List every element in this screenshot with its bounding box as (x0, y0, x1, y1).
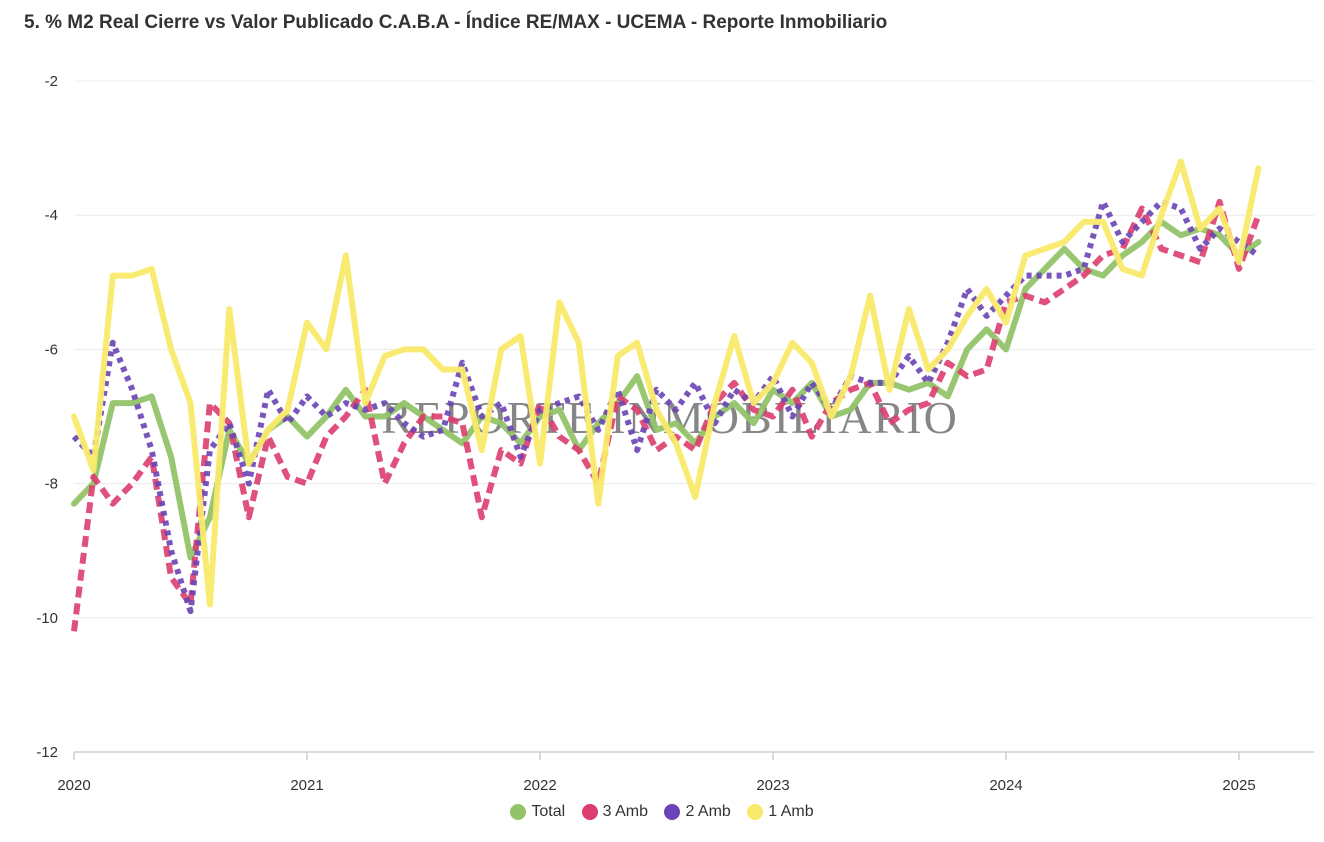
legend-marker-3-amb (581, 804, 598, 820)
series-line-1-amb[interactable] (71, 158, 1262, 608)
x-tick-label: 2020 (57, 777, 90, 794)
series-line-2-amb[interactable] (71, 198, 1261, 615)
grid-lines (74, 80, 1314, 753)
y-tick-label: -8 (45, 476, 58, 493)
legend-marker-total (510, 804, 527, 820)
chart-title: 5. % M2 Real Cierre vs Valor Publicado C… (24, 12, 888, 33)
y-tick-label: -2 (45, 73, 58, 90)
legend-marker-2-amb (664, 804, 681, 820)
y-axis-ticks: -2 -4 -6 -8 -10 -12 (36, 73, 58, 761)
x-axis-ticks: 2020 2021 2022 2023 2024 2025 (57, 752, 1256, 794)
x-tick-label: 2024 (989, 777, 1022, 794)
series-lines (71, 158, 1262, 632)
series-line-3-amb[interactable] (71, 198, 1262, 632)
legend-label-3-amb: 3 Amb (602, 803, 648, 820)
x-tick-label: 2022 (523, 777, 556, 794)
legend-item-1-amb[interactable]: 1 Amb (747, 803, 814, 821)
y-tick-label: -4 (45, 207, 58, 224)
legend-label-2-amb: 2 Amb (685, 803, 731, 820)
y-tick-label: -6 (45, 341, 58, 358)
x-tick-label: 2025 (1222, 777, 1255, 794)
legend: Total 3 Amb 2 Amb 1 Amb (0, 803, 1324, 825)
x-tick-label: 2021 (290, 777, 323, 794)
legend-marker-1-amb (747, 804, 764, 820)
legend-item-total[interactable]: Total (510, 803, 565, 821)
y-tick-label: -10 (36, 610, 58, 627)
x-tick-label: 2023 (756, 777, 789, 794)
legend-label-1-amb: 1 Amb (768, 803, 814, 820)
legend-label-total: Total (531, 803, 566, 820)
y-tick-label: -12 (36, 744, 58, 761)
legend-item-2-amb[interactable]: 2 Amb (664, 803, 731, 821)
legend-item-3-amb[interactable]: 3 Amb (581, 803, 648, 821)
